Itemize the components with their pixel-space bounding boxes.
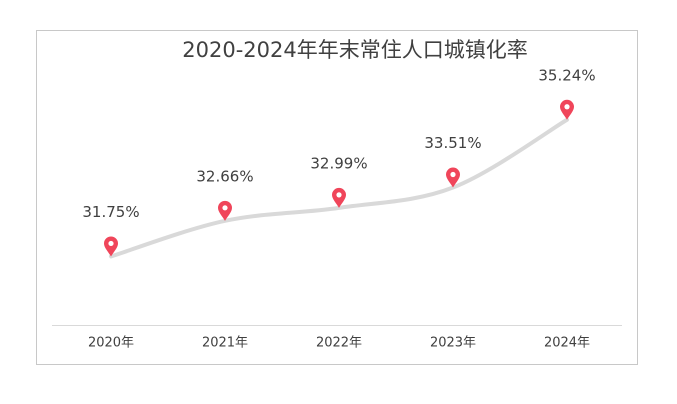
x-tick-label: 2020年 [88, 336, 134, 351]
pin-body [332, 187, 346, 208]
data-label: 33.51% [424, 134, 481, 152]
data-label: 35.24% [538, 66, 595, 84]
pin-hole [450, 171, 456, 178]
data-label: 32.99% [310, 154, 367, 172]
pin-marker [332, 187, 346, 208]
pin-marker [218, 200, 232, 221]
pin-body [560, 99, 574, 120]
pin-body [104, 236, 118, 257]
x-tick-label: 2022年 [316, 336, 362, 351]
pin-hole [336, 192, 342, 198]
pin-marker [446, 167, 460, 188]
chart-title: 2020-2024年年末常住人口城镇化率 [182, 38, 527, 62]
x-tick-label: 2021年 [202, 336, 248, 351]
pin-hole [222, 205, 228, 211]
x-tick-label: 2024年 [544, 336, 590, 351]
series-line [109, 117, 569, 259]
pin-marker [560, 99, 574, 120]
pin-body [446, 167, 460, 188]
x-tick-label: 2023年 [430, 336, 476, 351]
pin-hole [108, 240, 114, 247]
data-label: 32.66% [196, 167, 253, 185]
pin-marker [104, 236, 118, 257]
pin-body [218, 200, 232, 221]
pin-hole [564, 104, 570, 110]
data-label: 31.75% [82, 203, 139, 221]
